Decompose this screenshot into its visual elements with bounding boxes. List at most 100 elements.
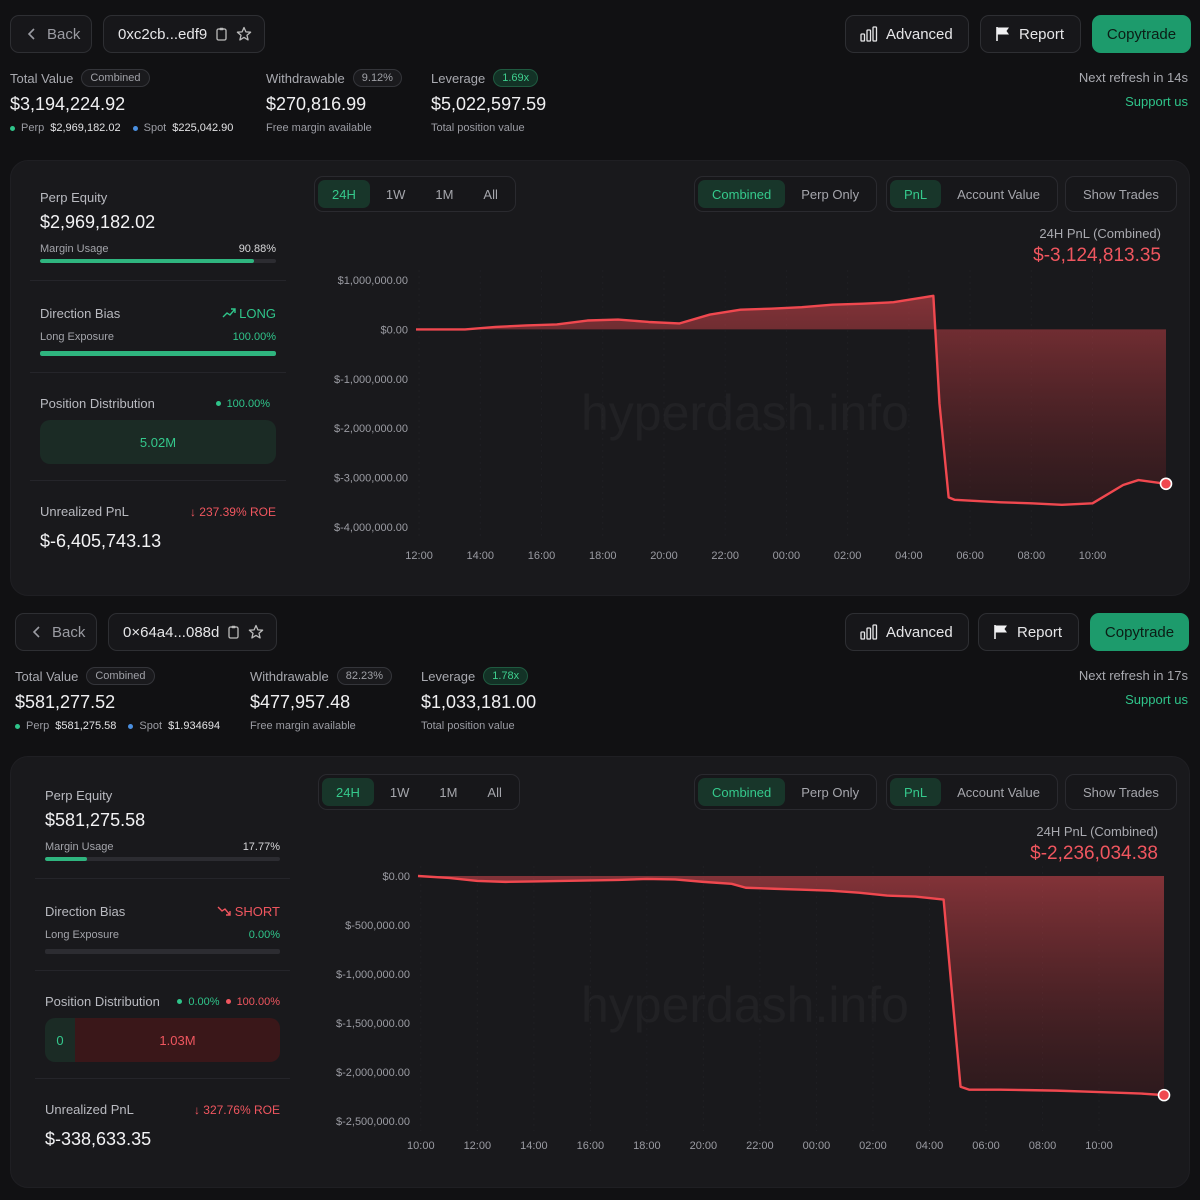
spot-value: $1.934694: [168, 720, 221, 732]
pnl-header: 24H PnL (Combined) $-3,124,813.35: [1033, 226, 1161, 267]
copy-icon[interactable]: [215, 27, 228, 41]
pnl-endpoint: [1157, 1088, 1171, 1102]
direction-bias-value: SHORT: [217, 904, 280, 919]
spot-label: Spot: [143, 122, 167, 134]
long-exposure-bar: [40, 351, 276, 356]
report-button[interactable]: Report: [978, 613, 1079, 651]
support-link[interactable]: Support us: [1125, 94, 1188, 109]
pnl-area: [416, 295, 1166, 505]
chevron-left-icon: [25, 27, 39, 41]
withdrawable-sub: Free margin available: [266, 122, 372, 134]
show-trades-button[interactable]: Show Trades: [1065, 176, 1177, 212]
metric-tab-account-value[interactable]: Account Value: [957, 784, 1041, 800]
x-tick-label: 18:00: [633, 1140, 661, 1152]
pnl-chart: $1,000,000.00 $0.00 $-1,000,000.00 $-2,000,…: [334, 270, 1173, 562]
leverage-label: Leverage: [431, 70, 486, 86]
time-range-selector: 24H 1W 1M All: [314, 176, 516, 212]
withdrawable-badge: 82.23%: [336, 667, 393, 685]
mode-tab-perp-only[interactable]: Perp Only: [801, 186, 860, 202]
total-value-stat: Total Value Combined $581,277.52 Perp $581…: [15, 666, 226, 732]
withdrawable-badge: 9.12%: [352, 69, 402, 87]
x-tick-label: 06:00: [972, 1140, 1000, 1152]
range-tab-24h[interactable]: 24H: [322, 778, 374, 806]
x-tick-label: 16:00: [577, 1140, 605, 1152]
flag-icon: [995, 26, 1011, 42]
bar-chart-icon: [860, 624, 878, 640]
y-tick-label: $-2,000,000.00: [334, 423, 408, 435]
copy-icon[interactable]: [227, 625, 240, 639]
trend-icon: [222, 306, 236, 321]
x-tick-label: 18:00: [589, 550, 617, 562]
long-exposure-label: Long Exposure: [45, 929, 119, 941]
range-tab-24h[interactable]: 24H: [318, 180, 370, 208]
dist-long-segment: 5.02M: [40, 420, 276, 464]
y-tick-label: $-2,500,000.00: [336, 1116, 410, 1128]
range-tab-1m[interactable]: 1M: [435, 186, 454, 202]
perp-equity-label: Perp Equity: [45, 788, 113, 803]
withdrawable-value: $477,957.48: [250, 692, 351, 712]
range-tab-1w[interactable]: 1W: [389, 784, 410, 800]
refresh-countdown: Next refresh in 17s: [1078, 668, 1188, 683]
copytrade-label: Copytrade: [1106, 25, 1177, 43]
mode-tab-perp-only[interactable]: Perp Only: [801, 784, 860, 800]
wallet-panel-1: Back 0xc2cb...edf9 Advanced Report Copyt…: [0, 0, 1200, 598]
account-sidebar: Perp Equity $2,969,182.02 Margin Usage 90…: [30, 160, 286, 596]
combined-badge: Combined: [81, 69, 150, 87]
perp-value: $581,275.58: [55, 720, 117, 732]
long-dot-icon: [177, 999, 183, 1004]
x-tick-label: 08:00: [1029, 1140, 1057, 1152]
metric-tab-pnl[interactable]: PnL: [890, 180, 942, 208]
advanced-button[interactable]: Advanced: [845, 15, 969, 53]
pnl-period-value: $-3,124,813.35: [1033, 245, 1161, 266]
range-tab-1w[interactable]: 1W: [385, 186, 406, 202]
metric-tab-pnl[interactable]: PnL: [890, 778, 942, 806]
dist-long-pct: 0.00%: [188, 995, 220, 1008]
perp-equity-label: Perp Equity: [40, 190, 108, 205]
mode-tab-combined[interactable]: Combined: [698, 180, 786, 208]
leverage-badge: 1.69x: [493, 69, 539, 87]
range-tab-all[interactable]: All: [487, 784, 502, 800]
position-distribution-bar: 0 1.03M: [45, 1018, 280, 1062]
metric-tab-account-value[interactable]: Account Value: [957, 186, 1041, 202]
y-tick-label: $-1,500,000.00: [336, 1018, 410, 1030]
x-tick-label: 10:00: [1085, 1140, 1113, 1152]
mode-tab-combined[interactable]: Combined: [698, 778, 786, 806]
mode-selector: Combined Perp Only: [694, 774, 878, 810]
roe-value: ↓ 237.39% ROE: [190, 505, 276, 519]
back-button[interactable]: Back: [15, 613, 97, 651]
y-tick-label: $-2,000,000.00: [336, 1067, 410, 1079]
watermark: hyperdash.info: [581, 977, 909, 1033]
pnl-period-label: 24H PnL (Combined): [1036, 824, 1158, 839]
dist-long-segment: 0: [45, 1018, 75, 1062]
dist-short-segment: 1.03M: [75, 1018, 280, 1062]
x-tick-label: 02:00: [834, 550, 862, 562]
range-tab-1m[interactable]: 1M: [439, 784, 458, 800]
x-tick-label: 10:00: [407, 1140, 435, 1152]
back-button[interactable]: Back: [10, 15, 92, 53]
copytrade-button[interactable]: Copytrade: [1090, 613, 1189, 651]
leverage-sub: Total position value: [431, 122, 525, 134]
x-tick-label: 00:00: [803, 1140, 831, 1152]
roe-label: 327.76% ROE: [203, 1102, 280, 1117]
chevron-left-icon: [30, 625, 44, 639]
y-tick-label: $-3,000,000.00: [334, 473, 408, 485]
show-trades-button[interactable]: Show Trades: [1065, 774, 1177, 810]
spot-label: Spot: [139, 720, 163, 732]
margin-usage-label: Margin Usage: [45, 841, 114, 853]
copytrade-button[interactable]: Copytrade: [1092, 15, 1191, 53]
show-trades-label: Show Trades: [1083, 186, 1159, 202]
report-button[interactable]: Report: [980, 15, 1081, 53]
x-tick-label: 16:00: [528, 550, 556, 562]
y-tick-label: $0.00: [380, 324, 408, 336]
advanced-button[interactable]: Advanced: [845, 613, 969, 651]
distribution-percentages: 100.00%: [215, 398, 276, 410]
advanced-label: Advanced: [886, 25, 953, 43]
star-icon[interactable]: [248, 624, 264, 640]
support-link[interactable]: Support us: [1125, 692, 1188, 707]
range-tab-all[interactable]: All: [483, 186, 498, 202]
arrow-down-icon: ↓: [193, 1102, 200, 1117]
star-icon[interactable]: [236, 26, 252, 42]
watermark: hyperdash.info: [581, 385, 909, 441]
show-trades-label: Show Trades: [1083, 784, 1159, 800]
address-chip: 0xc2cb...edf9: [103, 15, 265, 53]
